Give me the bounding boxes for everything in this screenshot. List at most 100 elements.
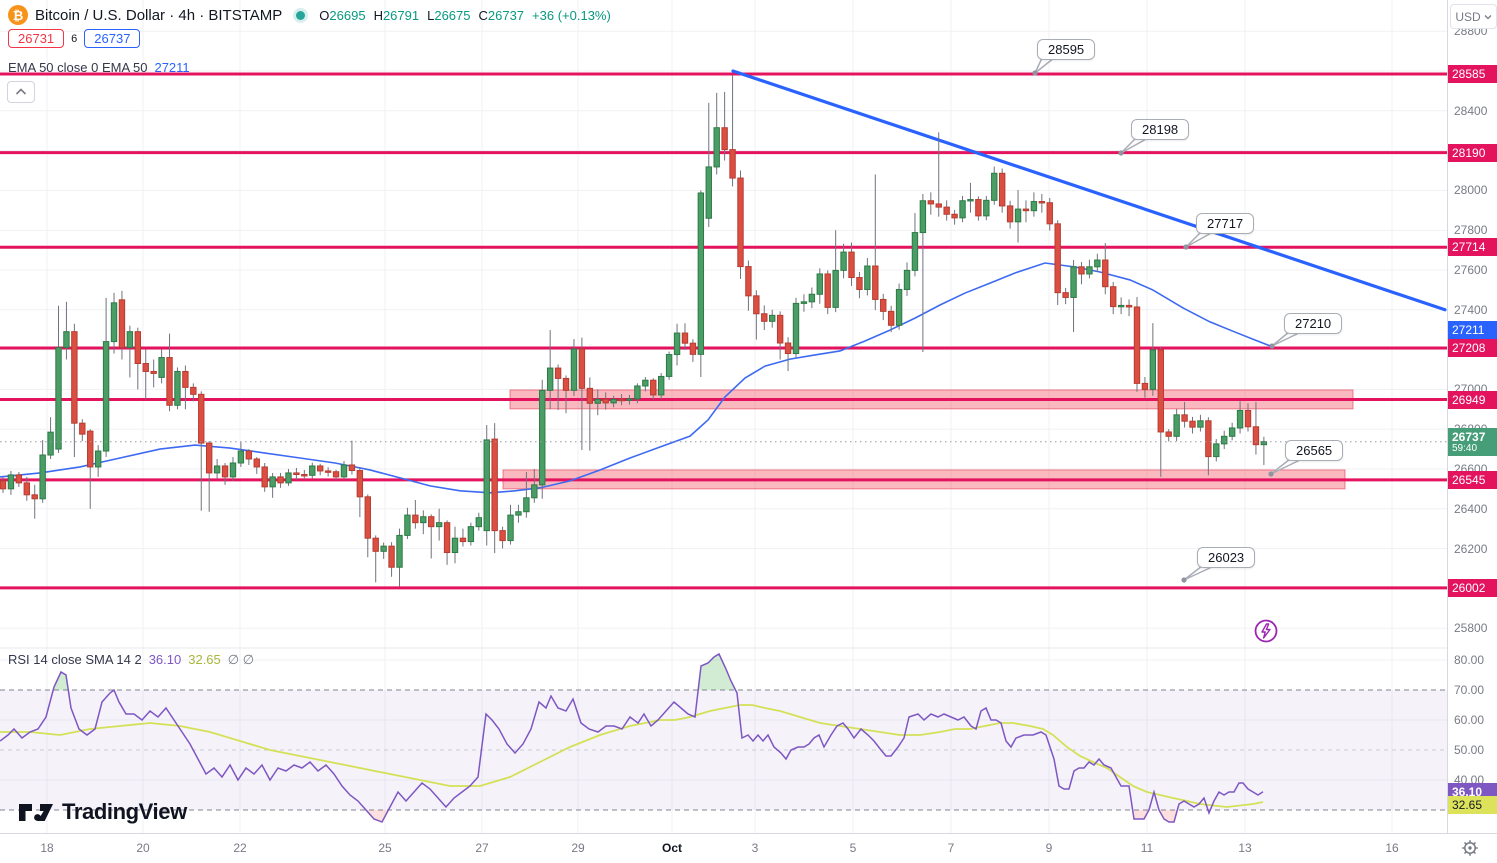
price-callout[interactable]: 27210 [1284, 313, 1343, 334]
price-tick-label: 26400 [1454, 501, 1488, 516]
candle-body [87, 430, 94, 468]
candle-body [404, 514, 411, 536]
candle-body [7, 474, 15, 490]
candle-body [1014, 208, 1022, 223]
candle-body [507, 514, 514, 542]
candle-body [539, 389, 546, 486]
rsi-legend-label: RSI 14 close SMA 14 2 [8, 652, 142, 667]
candle-body [39, 454, 46, 500]
time-tick-label: 29 [571, 841, 585, 855]
callout-anchor-dot [1269, 343, 1275, 349]
candle-body [356, 470, 364, 498]
price-callout[interactable]: 26565 [1285, 440, 1344, 461]
candle-body [396, 534, 403, 568]
candle-body [142, 362, 149, 372]
trendline [731, 69, 1447, 312]
symbol-header[interactable]: ₿ Bitcoin / U.S. Dollar · 4h · BITSTAMP … [8, 5, 611, 25]
candle-body [79, 422, 86, 435]
candle-body [443, 522, 451, 554]
callout-tail [1185, 231, 1214, 248]
chevron-up-icon [15, 88, 27, 95]
time-axis[interactable]: 18 20 22 25 27 29 Oct 3 5 7 9 11 13 16 [0, 833, 1497, 863]
tradingview-logo[interactable]: TradingView [18, 799, 187, 825]
candle-body [816, 273, 823, 295]
candle-body [753, 295, 760, 315]
callout-anchor-dot [1181, 577, 1187, 583]
price-callout[interactable]: 27717 [1196, 213, 1255, 234]
ema-legend[interactable]: EMA 50 close 0 EMA 50 27211 [8, 60, 190, 75]
candle-body [895, 288, 903, 326]
candle-body [412, 514, 419, 524]
candle-body [713, 127, 720, 168]
bid-button[interactable]: 26731 [8, 29, 65, 48]
candle-body [578, 348, 586, 389]
lightning-bolt-icon[interactable] [1254, 619, 1278, 643]
time-tick-label: 9 [1045, 841, 1053, 855]
high-value: 26791 [382, 7, 420, 23]
candle-body [951, 213, 958, 219]
candle-body [348, 464, 356, 472]
candle-body [372, 537, 379, 552]
rsi-tick-label: 80.00 [1454, 653, 1485, 667]
candle-body [1094, 259, 1101, 268]
candle-body [618, 398, 625, 402]
candle-body [665, 354, 673, 377]
candle-body [253, 458, 260, 468]
time-tick-label: 5 [849, 841, 857, 855]
open-value: 26695 [329, 7, 366, 23]
candle-body [198, 393, 205, 444]
candle-body [903, 269, 911, 290]
tradingview-mark-icon [19, 804, 53, 821]
candle-body [531, 484, 538, 499]
candle-body [94, 450, 102, 468]
candle-body [697, 192, 705, 355]
ask-button[interactable]: 26737 [84, 29, 141, 48]
candle-body [634, 385, 641, 400]
candle-body [1006, 205, 1014, 223]
close-value: 26737 [487, 7, 525, 23]
callout-anchor-dot [1032, 70, 1038, 76]
candle-body [71, 331, 78, 424]
rsi-sma-value-label: 32.65 [1448, 796, 1497, 815]
price-callout[interactable]: 26023 [1197, 547, 1256, 568]
collapse-legend-button[interactable] [7, 81, 35, 103]
candle-body [1030, 201, 1038, 212]
candle-body [174, 370, 181, 406]
price-axis[interactable]: USD 28800 28400 28000 27800 27600 27400 27000 2… [1447, 0, 1497, 833]
level-price-label: 26545 [1448, 470, 1497, 489]
candle-body [776, 314, 784, 344]
candle-body [769, 314, 776, 322]
candle-body [967, 199, 974, 202]
ohlc-readout: O26695 H26791 L26675 C26737 +36 (+0.13%) [319, 7, 611, 23]
candle-body [55, 347, 62, 450]
candle-body [848, 251, 855, 279]
candle-body [237, 450, 245, 464]
candle-body [1173, 414, 1180, 437]
candle-body [1086, 266, 1093, 275]
price-tick-label: 28400 [1454, 103, 1488, 118]
candle-body [570, 348, 578, 391]
candle-body [523, 497, 530, 513]
settings-gear-icon[interactable] [1461, 839, 1479, 862]
candle-body [435, 522, 443, 528]
currency-dropdown[interactable]: USD [1450, 4, 1497, 29]
candle-body [1149, 349, 1157, 390]
rsi-legend[interactable]: RSI 14 close SMA 14 2 36.10 32.65 ∅ ∅ [8, 652, 254, 668]
candle-body [467, 526, 475, 543]
candle-body [158, 357, 165, 378]
candle-body [261, 466, 268, 488]
candle-body [650, 379, 657, 396]
ema-line [0, 262, 1274, 494]
price-tick-label: 27400 [1454, 302, 1488, 317]
candle-body [1054, 223, 1061, 294]
candle-body [499, 530, 506, 542]
time-tick-label: 7 [947, 841, 955, 855]
time-tick-label: 16 [1385, 841, 1399, 855]
price-callout[interactable]: 28595 [1037, 39, 1096, 60]
candle-body [1244, 409, 1252, 428]
candle-body [745, 266, 752, 297]
price-callout[interactable]: 28198 [1131, 119, 1190, 140]
time-tick-label: 22 [233, 841, 247, 855]
candle-body [63, 331, 70, 349]
